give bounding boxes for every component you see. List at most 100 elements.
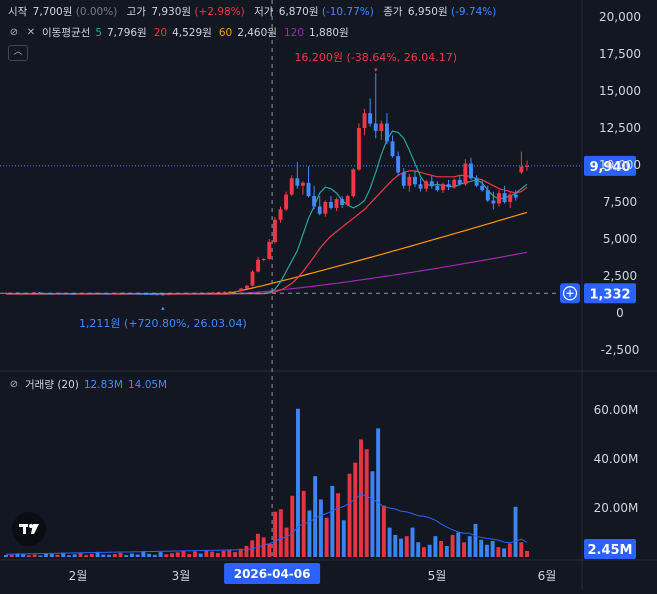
candle-body xyxy=(54,293,59,295)
candle-body xyxy=(317,206,322,214)
candle-body xyxy=(20,293,25,295)
volume-bar xyxy=(376,428,381,557)
candle-body xyxy=(144,293,149,295)
eye-hidden-icon[interactable]: ⊘ xyxy=(9,378,19,390)
candle-body xyxy=(228,291,233,293)
collapse-legend-button[interactable]: ︿ xyxy=(8,45,28,61)
ma5-period: 5 xyxy=(95,26,102,39)
open-value: 7,700원 xyxy=(32,6,73,18)
candle-body xyxy=(525,165,529,167)
volume-bar xyxy=(404,536,409,557)
price-tick-label: 10,000 xyxy=(599,158,641,172)
price-tick-label: 20,000 xyxy=(599,10,641,24)
candle-body xyxy=(401,172,406,186)
volume-bar xyxy=(525,550,529,557)
volume-bar xyxy=(192,551,197,557)
candle-body xyxy=(43,293,48,295)
volume-bar xyxy=(284,527,289,557)
candle-body xyxy=(172,293,177,295)
volume-bar xyxy=(233,552,237,557)
candle-body xyxy=(340,199,345,205)
candle-body xyxy=(418,184,423,189)
candle-body xyxy=(244,285,249,289)
volume-ma-line xyxy=(5,493,528,555)
volume-bar xyxy=(238,548,243,557)
min-marker: ▴ xyxy=(161,304,165,312)
close-label: 종가 xyxy=(383,6,403,18)
close-change: (-9.74%) xyxy=(450,6,497,18)
tradingview-logo xyxy=(12,512,46,546)
candle-body xyxy=(323,202,328,214)
volume-bar xyxy=(210,551,215,557)
candle-body xyxy=(345,196,350,205)
ma5-value: 7,796원 xyxy=(107,27,147,39)
candle-body xyxy=(222,291,227,293)
ma120-line xyxy=(6,251,528,295)
high-value: 7,930원 xyxy=(151,6,192,18)
candle-body xyxy=(149,294,154,296)
open-label: 시작 xyxy=(8,6,28,18)
volume-bar xyxy=(38,555,43,557)
candle-body xyxy=(441,184,445,191)
candle-body xyxy=(435,185,440,191)
candle-body xyxy=(71,293,76,295)
crosshair-date-badge xyxy=(224,563,321,584)
volume-bar xyxy=(433,536,438,557)
candle-body xyxy=(26,293,31,295)
volume-bar xyxy=(324,517,329,557)
volume-bar xyxy=(164,554,169,557)
volume-bar xyxy=(347,473,352,557)
volume-bar xyxy=(61,552,66,557)
candle-body xyxy=(295,178,300,186)
candle-body xyxy=(60,293,64,295)
candle-body xyxy=(452,179,457,188)
low-label: 저가 xyxy=(254,6,274,18)
time-tick-label: 5월 xyxy=(428,569,447,583)
volume-bar xyxy=(364,449,369,557)
close-icon[interactable]: ✕ xyxy=(26,26,36,38)
candle-body xyxy=(194,292,199,294)
volume-bar xyxy=(370,471,375,557)
volume-bar xyxy=(273,511,278,557)
current-price-badge xyxy=(584,155,636,176)
candle-body xyxy=(469,163,473,179)
candle-body xyxy=(272,219,277,242)
candle-body xyxy=(362,113,367,128)
candle-body xyxy=(407,176,412,186)
plus-circle-icon xyxy=(562,286,578,301)
ma5-line xyxy=(6,130,528,295)
candle-body xyxy=(312,196,317,207)
volume-bar xyxy=(26,555,31,557)
volume-bar xyxy=(187,554,192,557)
candle-body xyxy=(390,141,395,157)
volume-bar xyxy=(278,509,283,557)
volume-bar xyxy=(158,552,163,557)
candle-body xyxy=(267,241,272,259)
volume-bar xyxy=(421,547,426,557)
candle-body xyxy=(306,182,311,197)
volume-bar xyxy=(318,499,323,557)
candle-body xyxy=(138,293,143,295)
candle-body xyxy=(99,293,104,295)
volume-bar xyxy=(181,550,186,557)
volume-bar xyxy=(484,544,489,557)
volume-bar xyxy=(330,485,335,557)
candle-body xyxy=(289,178,294,195)
volume-bar xyxy=(198,553,203,557)
candle-body xyxy=(508,194,513,202)
volume-bar xyxy=(490,541,495,557)
ohlc-legend: 시작 7,700원 (0.00%) 고가 7,930원 (+2.98%) 저가 … xyxy=(8,4,502,19)
volume-bar xyxy=(255,533,260,557)
volume-tick-label: 20.00M xyxy=(594,501,639,515)
price-tick-label: 5,000 xyxy=(603,232,637,246)
eye-hidden-icon[interactable]: ⊘ xyxy=(9,26,19,38)
volume-bar xyxy=(261,537,266,557)
ma120-value: 1,880원 xyxy=(309,27,349,39)
candle-body xyxy=(37,292,42,294)
candle-body xyxy=(160,294,165,296)
volume-bar xyxy=(519,542,524,557)
volume-bar xyxy=(55,554,60,557)
crosshair-price-badge xyxy=(584,283,636,304)
